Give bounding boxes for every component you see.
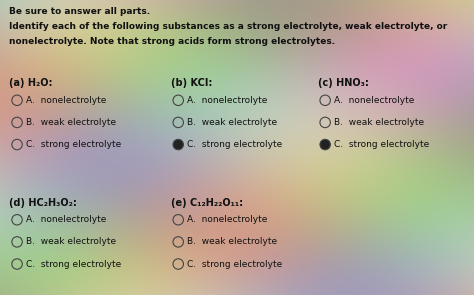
Text: (a) H₂O:: (a) H₂O: xyxy=(9,78,53,88)
Text: B.  weak electrolyte: B. weak electrolyte xyxy=(187,118,277,127)
Ellipse shape xyxy=(173,139,183,150)
Text: C.  strong electrolyte: C. strong electrolyte xyxy=(334,140,429,149)
Text: (b) KCl:: (b) KCl: xyxy=(171,78,212,88)
Text: B.  weak electrolyte: B. weak electrolyte xyxy=(26,237,116,247)
Text: A.  nonelectrolyte: A. nonelectrolyte xyxy=(26,215,107,224)
Text: A.  nonelectrolyte: A. nonelectrolyte xyxy=(26,96,107,105)
Text: C.  strong electrolyte: C. strong electrolyte xyxy=(26,140,121,149)
Text: (c) HNO₃:: (c) HNO₃: xyxy=(318,78,368,88)
Text: B.  weak electrolyte: B. weak electrolyte xyxy=(187,237,277,247)
Text: A.  nonelectrolyte: A. nonelectrolyte xyxy=(187,215,268,224)
Text: B.  weak electrolyte: B. weak electrolyte xyxy=(334,118,424,127)
Text: (e) C₁₂H₂₂O₁₁:: (e) C₁₂H₂₂O₁₁: xyxy=(171,198,243,208)
Text: Be sure to answer all parts.: Be sure to answer all parts. xyxy=(9,7,151,17)
Ellipse shape xyxy=(320,139,330,150)
Text: C.  strong electrolyte: C. strong electrolyte xyxy=(26,260,121,269)
Text: nonelectrolyte. Note that strong acids form strong electrolytes.: nonelectrolyte. Note that strong acids f… xyxy=(9,37,336,46)
Text: A.  nonelectrolyte: A. nonelectrolyte xyxy=(187,96,268,105)
Text: C.  strong electrolyte: C. strong electrolyte xyxy=(187,260,283,269)
Text: B.  weak electrolyte: B. weak electrolyte xyxy=(26,118,116,127)
Text: C.  strong electrolyte: C. strong electrolyte xyxy=(187,140,283,149)
Text: Identify each of the following substances as a strong electrolyte, weak electrol: Identify each of the following substance… xyxy=(9,22,448,31)
Text: (d) HC₂H₃O₂:: (d) HC₂H₃O₂: xyxy=(9,198,77,208)
Text: A.  nonelectrolyte: A. nonelectrolyte xyxy=(334,96,415,105)
